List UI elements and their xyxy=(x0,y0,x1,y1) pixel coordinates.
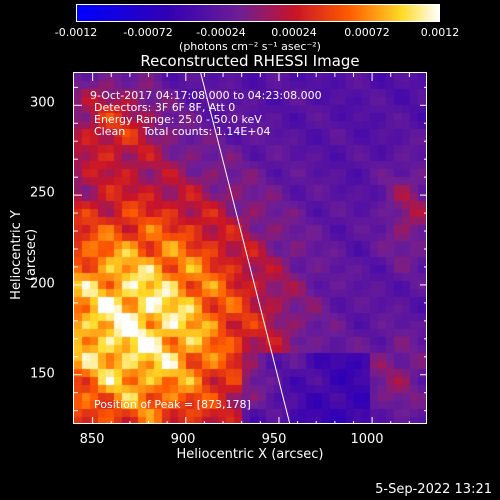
colorbar-tick-label: -0.00024 xyxy=(196,26,246,39)
x-tick-label: 900 xyxy=(170,432,196,447)
image-plot-area: 9-Oct-2017 04:17:08.000 to 04:23:08.000 … xyxy=(73,72,427,424)
y-tick-label: 150 xyxy=(30,366,55,382)
colorbar-tick-label: 0.0012 xyxy=(420,26,460,39)
x-tick-label: 950 xyxy=(261,432,287,447)
colorbar-tick-label: -0.00072 xyxy=(123,26,173,39)
axis-tick-marks xyxy=(74,73,426,423)
x-tick-label: 1000 xyxy=(350,432,384,447)
time-range-text: 9-Oct-2017 04:17:08.000 to 04:23:08.000 xyxy=(90,89,322,102)
footer-date: 5-Sep-2022 13:21 xyxy=(375,482,492,497)
clean-counts-text: Clean Total counts: 1.14E+04 xyxy=(94,125,271,138)
energy-range-text: Energy Range: 25.0 - 50.0 keV xyxy=(94,113,262,126)
colorbar-tick-label: 0.00072 xyxy=(344,26,390,39)
limb-overlay xyxy=(74,73,426,423)
y-tick-label: 250 xyxy=(30,185,55,201)
y-axis-label: Heliocentric Y (arcsec) xyxy=(9,210,39,300)
y-tick-label: 200 xyxy=(30,276,55,292)
detectors-text: Detectors: 3F 6F 8F, Att 0 xyxy=(94,101,236,114)
y-tick-label: 300 xyxy=(30,95,55,111)
peak-position-text: Position of Peak = [873,178] xyxy=(94,398,251,411)
rhessi-image xyxy=(74,73,426,423)
x-tick-label: 850 xyxy=(79,432,105,447)
solar-limb-line xyxy=(200,73,291,423)
colorbar-tick-label: -0.0012 xyxy=(54,26,98,39)
plot-title: Reconstructed RHESSI Image xyxy=(140,52,360,70)
x-axis-label: Heliocentric X (arcsec) xyxy=(176,447,324,462)
colorbar xyxy=(76,4,440,22)
colorbar-tick-label: 0.00024 xyxy=(271,26,317,39)
colorbar-units-label: (photons cm⁻² s⁻¹ asec⁻²) xyxy=(179,40,321,53)
